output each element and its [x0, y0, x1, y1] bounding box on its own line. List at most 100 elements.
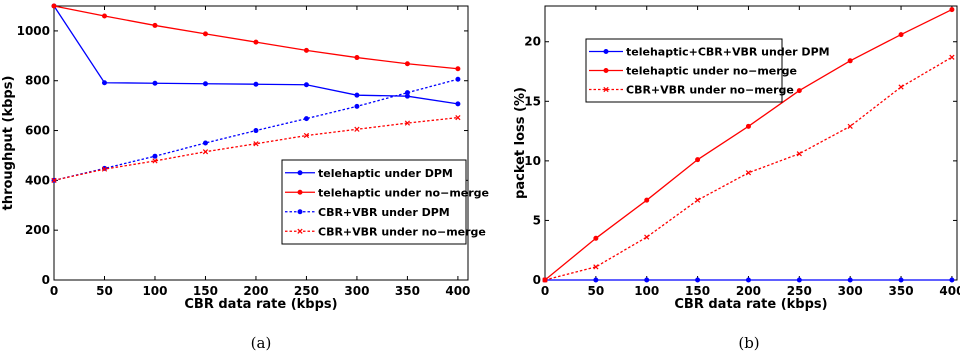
legend-label: CBR+VBR under DPM — [318, 206, 450, 219]
y-tick-label: 10 — [524, 154, 541, 168]
y-tick-label: 20 — [524, 35, 541, 49]
data-point — [949, 277, 955, 283]
x-tick-label: 200 — [736, 284, 761, 298]
data-point — [354, 103, 360, 109]
data-point — [404, 90, 410, 96]
y-tick-label: 600 — [25, 124, 50, 138]
series-0 — [542, 277, 955, 283]
legend-box — [281, 159, 467, 245]
data-point — [695, 157, 701, 163]
data-point — [847, 277, 853, 283]
data-point — [202, 140, 208, 146]
series-line — [53, 116, 458, 181]
data-point — [796, 277, 802, 283]
data-point — [898, 32, 904, 38]
data-point — [253, 128, 259, 134]
data-point — [745, 277, 751, 283]
series-line — [53, 5, 458, 70]
legend-label: telehaptic under DPM — [318, 167, 453, 180]
data-point — [152, 80, 158, 86]
data-point — [949, 7, 955, 13]
y-tick-label: 400 — [25, 173, 50, 187]
legend-label: telehaptic+CBR+VBR under DPM — [626, 46, 830, 59]
data-point — [694, 197, 701, 203]
data-point — [101, 166, 108, 172]
data-point — [404, 120, 411, 126]
legend-marker — [297, 228, 303, 234]
y-tick-label: 5 — [533, 213, 541, 227]
data-point — [253, 39, 259, 45]
x-tick-label: 0 — [541, 284, 549, 298]
data-point — [695, 277, 701, 283]
legend-label: CBR+VBR under no−merge — [318, 225, 486, 238]
data-point — [51, 177, 57, 183]
series-2 — [542, 54, 955, 283]
data-point — [101, 13, 107, 19]
data-point — [796, 88, 802, 94]
y-axis-label: throughput (kbps) — [1, 76, 16, 211]
chart-panel-a: 0 50 100 150 200 250 300 350 400 0 200 400 600 800 100… — [1, 3, 489, 352]
legend: telehaptic under DPM telehaptic under no−… — [281, 159, 489, 245]
data-point — [847, 123, 853, 129]
data-point — [644, 277, 650, 283]
data-point — [354, 126, 360, 132]
data-point — [949, 54, 955, 60]
series-0 — [51, 3, 461, 107]
data-point — [202, 149, 209, 155]
x-tick-label: 150 — [193, 284, 218, 298]
data-point — [455, 66, 461, 72]
series-1 — [51, 3, 461, 72]
x-tick-label: 400 — [939, 284, 960, 298]
legend-marker — [603, 49, 609, 54]
data-point — [745, 170, 752, 176]
data-point — [404, 61, 410, 67]
x-tick-label: 300 — [344, 284, 369, 298]
x-tick-label: 250 — [787, 284, 812, 298]
data-point — [253, 81, 259, 87]
data-point — [847, 58, 853, 64]
data-point — [455, 114, 461, 121]
x-tick-label: 50 — [588, 284, 605, 298]
data-point — [898, 277, 904, 283]
x-tick-label: 50 — [96, 284, 113, 298]
y-tick-label: 0 — [42, 273, 50, 287]
data-point — [202, 81, 208, 87]
x-tick-label: 300 — [838, 284, 863, 298]
plot-frame — [53, 5, 469, 281]
data-point — [152, 153, 158, 159]
chart-panel-b: 0 50 100 150 200 250 300 350 400 0 5 10 15 20 CBR data… — [513, 5, 960, 352]
x-tick-label: 400 — [445, 284, 470, 298]
data-point — [745, 123, 751, 129]
y-tick-label: 800 — [25, 74, 50, 88]
data-point — [303, 47, 309, 53]
data-point — [253, 141, 259, 147]
data-point — [101, 80, 107, 86]
data-point — [593, 264, 599, 270]
x-axis-label: CBR data rate (kbps) — [184, 297, 337, 312]
data-point — [796, 151, 802, 157]
data-point — [152, 22, 158, 28]
data-point — [898, 84, 904, 90]
legend-marker — [297, 189, 303, 195]
legend: telehaptic+CBR+VBR under DPM telehaptic u… — [585, 38, 830, 103]
x-tick-label: 0 — [50, 284, 58, 298]
legend-marker — [603, 68, 609, 73]
x-tick-label: 200 — [243, 284, 268, 298]
legend-marker — [297, 170, 303, 176]
y-axis-label: packet loss (%) — [513, 87, 528, 199]
data-point — [303, 116, 309, 122]
x-tick-label: 100 — [142, 284, 167, 298]
series-3 — [51, 114, 461, 183]
y-tick-label: 0 — [533, 273, 541, 287]
data-point — [593, 277, 599, 283]
series-1 — [542, 7, 955, 283]
x-tick-label: 150 — [685, 284, 710, 298]
figure-caption: (b) — [738, 334, 759, 352]
x-axis-label: CBR data rate (kbps) — [674, 297, 827, 312]
data-point — [644, 197, 650, 203]
legend-marker — [603, 86, 609, 93]
data-point — [455, 101, 461, 107]
figure-caption: (a) — [251, 334, 272, 352]
y-tick-label: 200 — [25, 223, 50, 237]
